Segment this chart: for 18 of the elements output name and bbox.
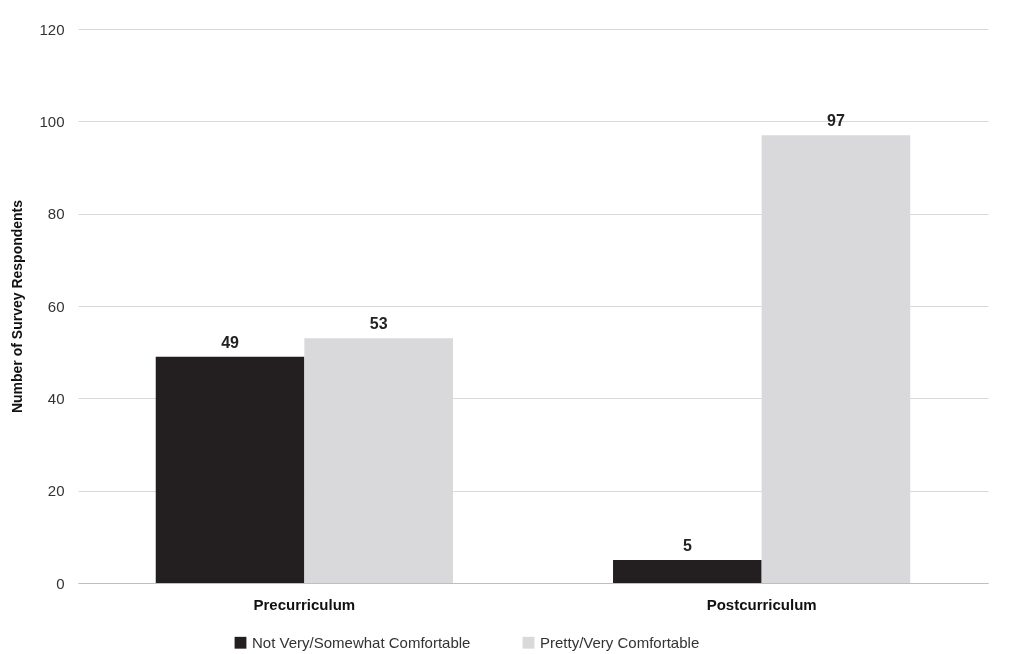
y-tick-label: 100 <box>39 112 65 130</box>
y-tick-label: 80 <box>47 205 65 223</box>
bar <box>613 559 762 583</box>
y-tick-label: 40 <box>47 389 65 407</box>
data-label: 49 <box>221 333 240 351</box>
legend-label: Pretty/Very Comfortable <box>540 633 700 651</box>
data-label: 5 <box>682 536 692 554</box>
x-tick-label: Postcurriculum <box>706 595 817 613</box>
bar <box>155 356 305 583</box>
data-label: 97 <box>827 112 845 130</box>
y-tick-label: 20 <box>47 482 65 500</box>
y-tick-label: 0 <box>56 574 65 592</box>
x-tick-label: Precurriculum <box>253 595 356 613</box>
legend-label: Not Very/Somewhat Comfortable <box>252 633 471 651</box>
y-tick-label: 60 <box>47 297 65 315</box>
y-axis-title: Number of Survey Respondents <box>9 199 26 414</box>
data-label: 53 <box>369 315 388 333</box>
y-tick-label: 120 <box>39 20 65 38</box>
